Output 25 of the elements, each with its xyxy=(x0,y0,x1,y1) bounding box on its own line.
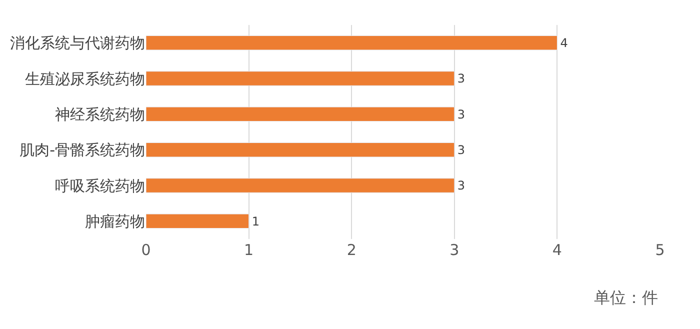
data-label: 4 xyxy=(560,36,568,50)
data-label: 3 xyxy=(457,107,466,122)
bar xyxy=(146,35,558,50)
data-label: 3 xyxy=(457,142,466,157)
bar xyxy=(146,106,455,122)
x-tick-label: 4 xyxy=(552,241,562,259)
bar xyxy=(146,142,455,158)
text: 单位：件 xyxy=(594,288,658,307)
x-tick-label: 5 xyxy=(655,241,665,259)
y-tick-label: 生殖泌尿系统药物 xyxy=(25,70,145,88)
data-label: 3 xyxy=(457,178,466,193)
x-tick-label: 0 xyxy=(141,241,151,259)
x-tick-label: 3 xyxy=(450,241,460,259)
y-tick-label: 神经系统药物 xyxy=(55,105,145,124)
data-label: 1 xyxy=(252,214,260,228)
data-label: 3 xyxy=(457,72,466,86)
bar xyxy=(146,214,250,229)
x-tick-label: 2 xyxy=(346,241,356,259)
y-tick-label: 呼吸系统药物 xyxy=(55,176,145,195)
y-tick-label: 肿瘤药物 xyxy=(85,212,145,230)
bar xyxy=(146,71,455,86)
y-tick-label: 肌肉-骨骼系统药物 xyxy=(20,141,145,160)
bar xyxy=(146,178,455,193)
x-tick-label: 1 xyxy=(244,241,254,259)
y-tick-label: 消化系统与代谢药物 xyxy=(10,34,145,52)
